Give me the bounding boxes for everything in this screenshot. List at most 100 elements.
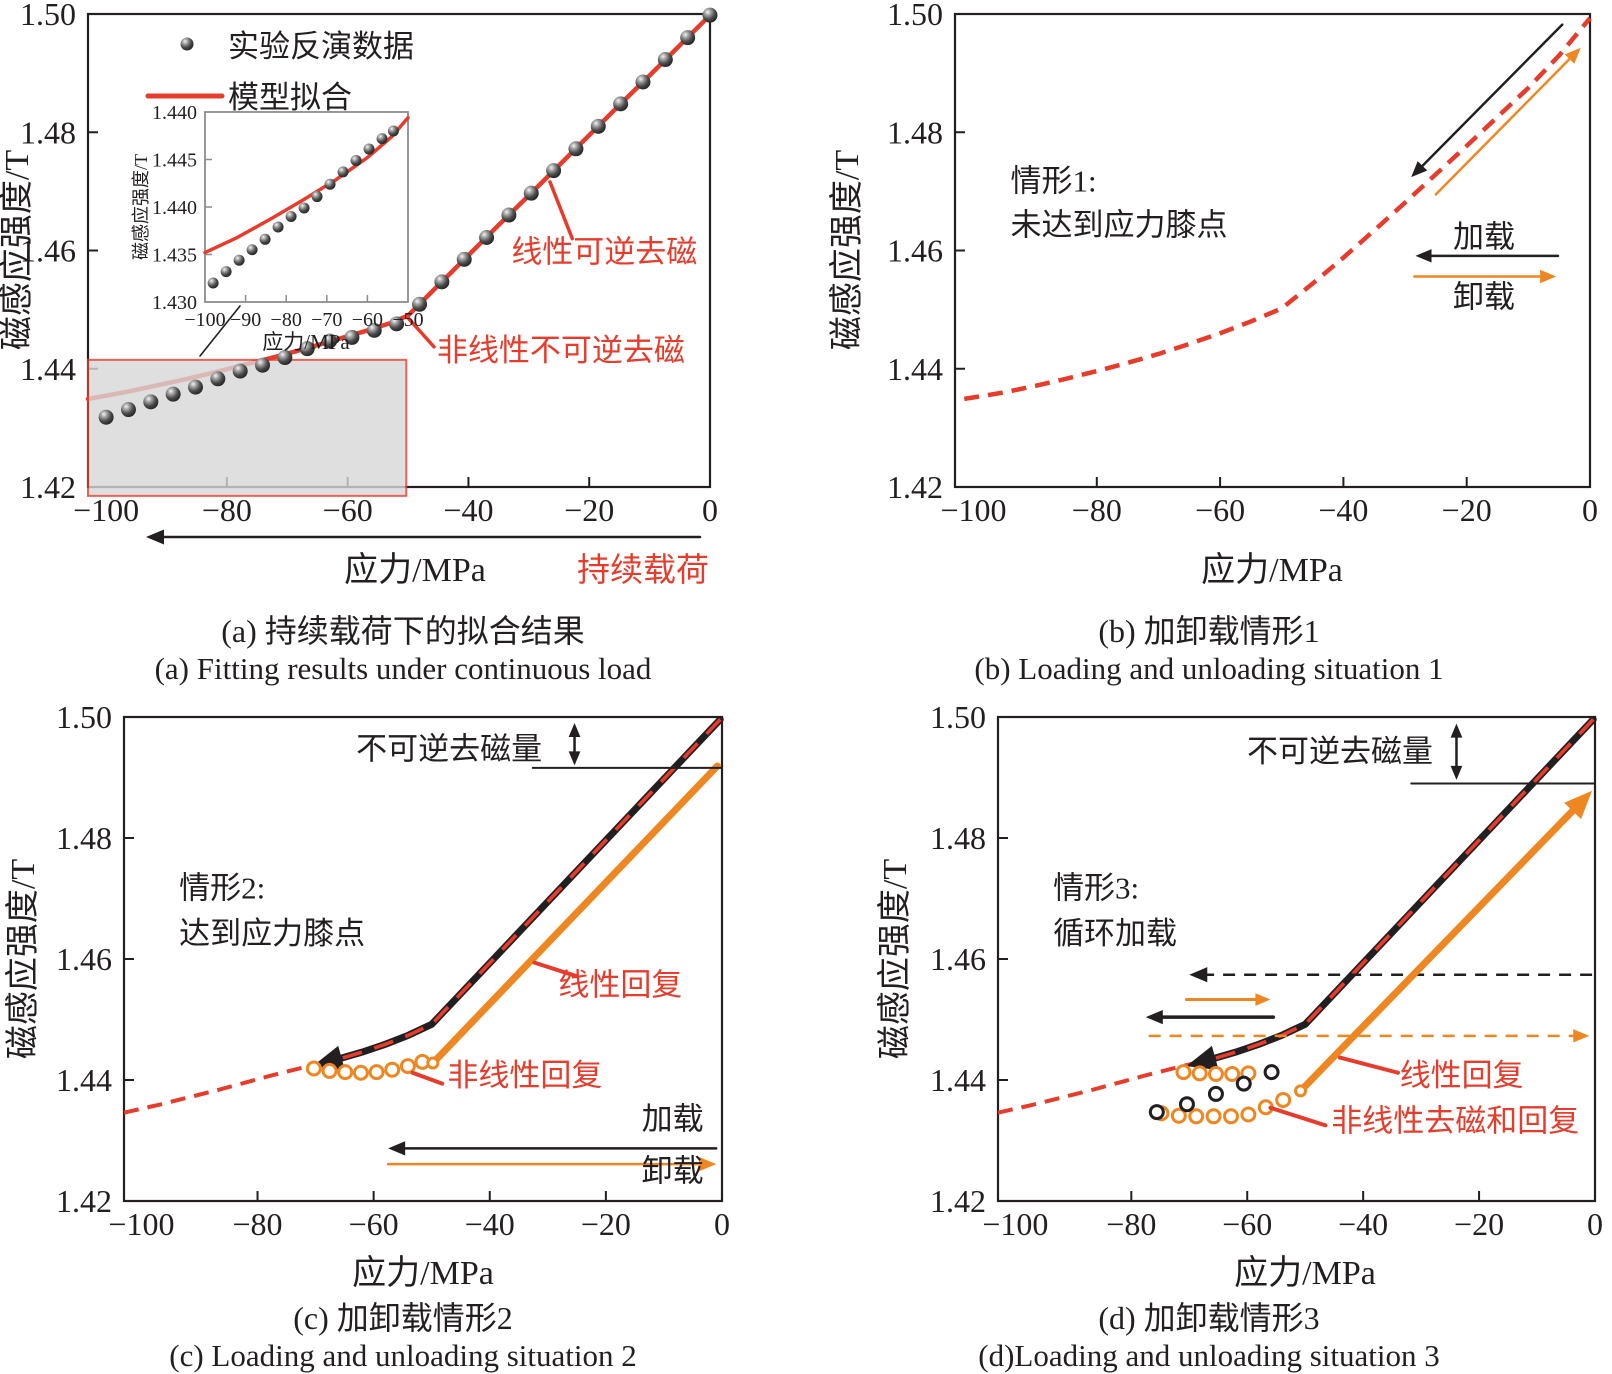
x-tick-label: −50 <box>392 309 423 331</box>
y-tick-label: 1.46 <box>887 233 943 269</box>
x-axis-title: 应力/MPa <box>344 551 486 589</box>
callout-nonlinear-demag <box>1268 1105 1328 1128</box>
loading-curve-red-overlay <box>341 718 722 1060</box>
x-tick-label: −100 <box>73 492 139 528</box>
x-tick-label: −80 <box>233 1206 283 1242</box>
linear-recovery-endpoint <box>1294 1084 1308 1098</box>
case-label-line2: 循环加载 <box>1053 916 1177 951</box>
x-tick-label: −90 <box>230 309 261 331</box>
y-tick-label: 1.48 <box>887 114 943 150</box>
loading-legend-arrow <box>1415 249 1560 263</box>
case-label-line1: 情形1: <box>1010 163 1096 198</box>
y-tick-label: 1.42 <box>887 469 943 505</box>
svg-text:循环加载: 循环加载 <box>1053 916 1177 951</box>
x-tick-label: −100 <box>940 492 1006 528</box>
svg-text:模型拟合: 模型拟合 <box>228 80 352 115</box>
svg-text:情形3:: 情形3: <box>1053 871 1139 906</box>
x-tick-label: −40 <box>1318 492 1368 528</box>
callout-nonlinear-irreversible <box>406 316 436 349</box>
continuous-load-label: 持续载荷 <box>577 552 709 589</box>
legend-marker-dot <box>180 37 194 51</box>
x-tick-label: −70 <box>311 309 342 331</box>
x-tick-label: −100 <box>982 1206 1048 1242</box>
inset-connector-line <box>199 305 241 357</box>
chart-a: −100 −80 −60 −40 −20 0 1.42 1.44 1.46 1.48 1.50 应力/… <box>0 0 718 589</box>
y-tick-label: 1.440 <box>152 102 197 124</box>
callout-nonlinear-recovery <box>410 1070 445 1086</box>
panel-a: −100 −80 −60 −40 −20 0 1.42 1.44 1.46 1.48 1.50 应力/… <box>0 0 806 687</box>
x-tick-label: −40 <box>443 492 493 528</box>
cycle-black-solid-arrow <box>1145 1009 1276 1025</box>
inset-model-fit-line <box>203 115 410 255</box>
unloading-legend-arrow <box>1413 269 1557 284</box>
svg-text:非线性不可逆去磁: 非线性不可逆去磁 <box>437 333 685 368</box>
continuous-load-direction-arrow <box>146 529 702 545</box>
x-axis-title: 应力/MPa <box>1201 551 1343 589</box>
legend-label-data: 实验反演数据 <box>228 29 414 64</box>
y-axis-title: 磁感应强度/T <box>0 150 36 350</box>
linear-recovery-endpoint <box>426 1056 440 1070</box>
callout-linear-recovery <box>1337 1055 1400 1075</box>
panel-d: −100 −80 −60 −40 −20 0 1.42 1.44 1.46 1.48 1.50 应力/… <box>806 687 1612 1374</box>
chart-d: −100 −80 −60 −40 −20 0 1.42 1.44 1.46 1.48 1.50 应力/… <box>876 699 1603 1292</box>
x-tick-label: −60 <box>1195 492 1245 528</box>
svg-text:非线性回复: 非线性回复 <box>447 1058 602 1093</box>
case-label-line1: 情形3: <box>1053 871 1139 906</box>
y-tick-label: 1.44 <box>887 351 943 387</box>
nonlinear-recovery-label: 非线性回复 <box>447 1058 602 1093</box>
panel-b-caption-en: (b) Loading and unloading situation 1 <box>974 651 1444 686</box>
y-tick-label: 1.42 <box>56 1183 112 1219</box>
x-axis-title: 应力/MPa <box>1234 1254 1376 1292</box>
nonlinear-demag-circles-orange <box>1153 1064 1292 1125</box>
y-axis-title: 磁感应强度/T <box>876 859 914 1059</box>
svg-text:非线性去磁和回复: 非线性去磁和回复 <box>1331 1103 1579 1138</box>
svg-text:未达到应力膝点: 未达到应力膝点 <box>1010 208 1227 243</box>
x-tick-label: −80 <box>1106 1206 1156 1242</box>
y-tick-label: 1.42 <box>930 1183 986 1219</box>
inset-experimental-points <box>207 125 399 289</box>
callout-linear-recovery <box>532 960 578 978</box>
panel-d-chart: −100 −80 −60 −40 −20 0 1.42 1.44 1.46 1.48 1.50 应力/… <box>876 699 1603 1292</box>
y-tick-label: 1.44 <box>56 1062 112 1098</box>
x-tick-label: −60 <box>1222 1206 1272 1242</box>
x-tick-label: −20 <box>581 1206 631 1242</box>
x-tick-label: −80 <box>271 309 302 331</box>
case-label-line2: 达到应力膝点 <box>179 916 365 951</box>
svg-text:线性回复: 线性回复 <box>558 967 682 1002</box>
x-tick-label: −20 <box>564 492 614 528</box>
annotation-linear-reversible: 线性可逆去磁 <box>511 234 697 269</box>
y-tick-label: 1.50 <box>930 699 986 735</box>
y-tick-label: 1.46 <box>56 941 112 977</box>
svg-text:不可逆去磁量: 不可逆去磁量 <box>356 731 542 766</box>
case-label-line2: 未达到应力膝点 <box>1010 208 1227 243</box>
linear-recovery-label: 线性回复 <box>558 967 682 1002</box>
panel-b: −100 −80 −60 −40 −20 0 1.42 1.44 1.46 1.48 1.50 应力/… <box>806 0 1612 687</box>
x-tick-label: −20 <box>1454 1206 1504 1242</box>
x-tick-label: −40 <box>465 1206 515 1242</box>
linear-recovery-line <box>429 762 721 1067</box>
x-tick-label: 0 <box>1587 1206 1603 1242</box>
y-axis-title: 磁感应强度/T <box>4 859 42 1059</box>
x-tick-label: −60 <box>349 1206 399 1242</box>
cycle-orange-dashed-arrow <box>1148 1029 1590 1043</box>
panel-b-chart: −100 −80 −60 −40 −20 0 1.42 1.44 1.46 1.48 1.50 应力/… <box>828 0 1598 589</box>
svg-text:加载: 加载 <box>1453 220 1515 255</box>
y-tick-label: 1.50 <box>56 699 112 735</box>
demag-curve-tail-dashed <box>997 1060 1199 1115</box>
panel-c-caption-zh: (c) 加卸载情形2 <box>293 1300 513 1336</box>
x-tick-label: −100 <box>184 309 225 331</box>
y-tick-label: 1.445 <box>152 150 197 172</box>
irreversible-demag-label: 不可逆去磁量 <box>356 731 542 766</box>
x-tick-label: −20 <box>1442 492 1492 528</box>
x-axis-title: 应力/MPa <box>352 1254 494 1292</box>
loading-label: 加载 <box>642 1102 704 1137</box>
cycle-orange-small-arrow <box>1184 993 1271 1006</box>
loading-legend-arrow <box>388 1141 718 1156</box>
callout-linear-reversible <box>548 180 575 241</box>
svg-text:加载: 加载 <box>642 1102 704 1137</box>
x-tick-label: −80 <box>1072 492 1122 528</box>
y-axis-title: 磁感应强度/T <box>131 154 151 260</box>
y-tick-label: 1.50 <box>887 0 943 32</box>
y-axis-title: 磁感应强度/T <box>828 150 866 350</box>
x-axis-title: 应力/MPa <box>262 330 350 354</box>
